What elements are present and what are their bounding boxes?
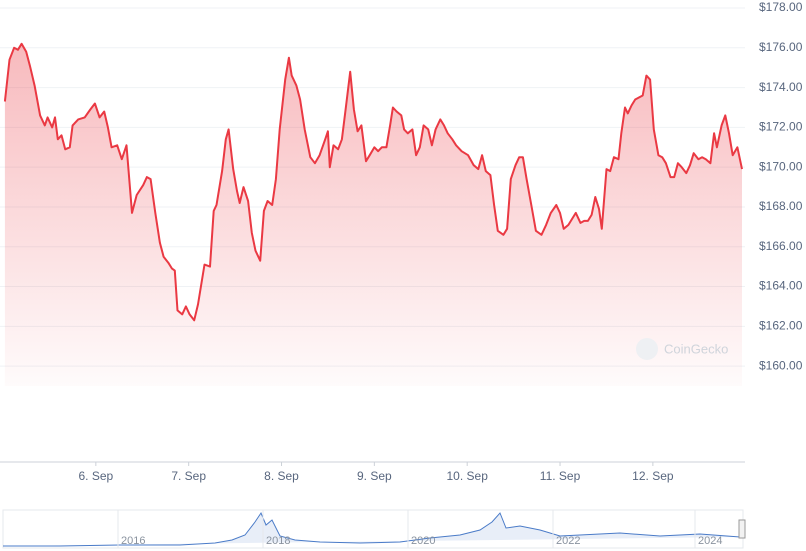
y-tick-label: $164.00 <box>759 279 803 293</box>
y-tick-label: $172.00 <box>759 120 803 134</box>
x-tick-label: 7. Sep <box>171 469 206 483</box>
watermark: CoinGecko <box>636 338 728 360</box>
x-tick-label: 10. Sep <box>447 469 489 483</box>
navigator-line <box>3 511 741 547</box>
y-tick-label: $166.00 <box>759 239 803 253</box>
navigator-label: 2022 <box>556 535 580 547</box>
navigator-label: 2020 <box>411 535 435 547</box>
x-tick-label: 8. Sep <box>264 469 299 483</box>
y-tick-label: $160.00 <box>759 358 803 372</box>
watermark-text: CoinGecko <box>664 341 728 356</box>
y-tick-label: $170.00 <box>759 159 803 173</box>
navigator-handle[interactable] <box>738 519 746 539</box>
x-tick-label: 6. Sep <box>78 469 113 483</box>
axes: $160.00 $162.00 $164.00 $166.00 $168.00 $170.… <box>0 0 803 483</box>
y-tick-label: $174.00 <box>759 80 803 94</box>
watermark-logo <box>636 338 658 360</box>
price-area <box>4 43 742 387</box>
navigator-label: 2016 <box>121 535 145 547</box>
x-tick-label: 11. Sep <box>540 469 581 483</box>
y-tick-label: $176.00 <box>759 40 803 54</box>
navigator: 2016 2018 2020 2022 2024 <box>2 509 746 549</box>
y-tick-label: $168.00 <box>759 199 803 213</box>
navigator-label: 2024 <box>698 535 722 547</box>
y-tick-label: $162.00 <box>759 318 803 332</box>
y-tick-label: $178.00 <box>759 0 803 14</box>
price-line <box>3 42 743 322</box>
x-tick-label: 12. Sep <box>632 469 674 483</box>
plot <box>3 42 743 387</box>
x-tick-label: 9. Sep <box>357 469 392 483</box>
navigator-label: 2018 <box>266 535 290 547</box>
